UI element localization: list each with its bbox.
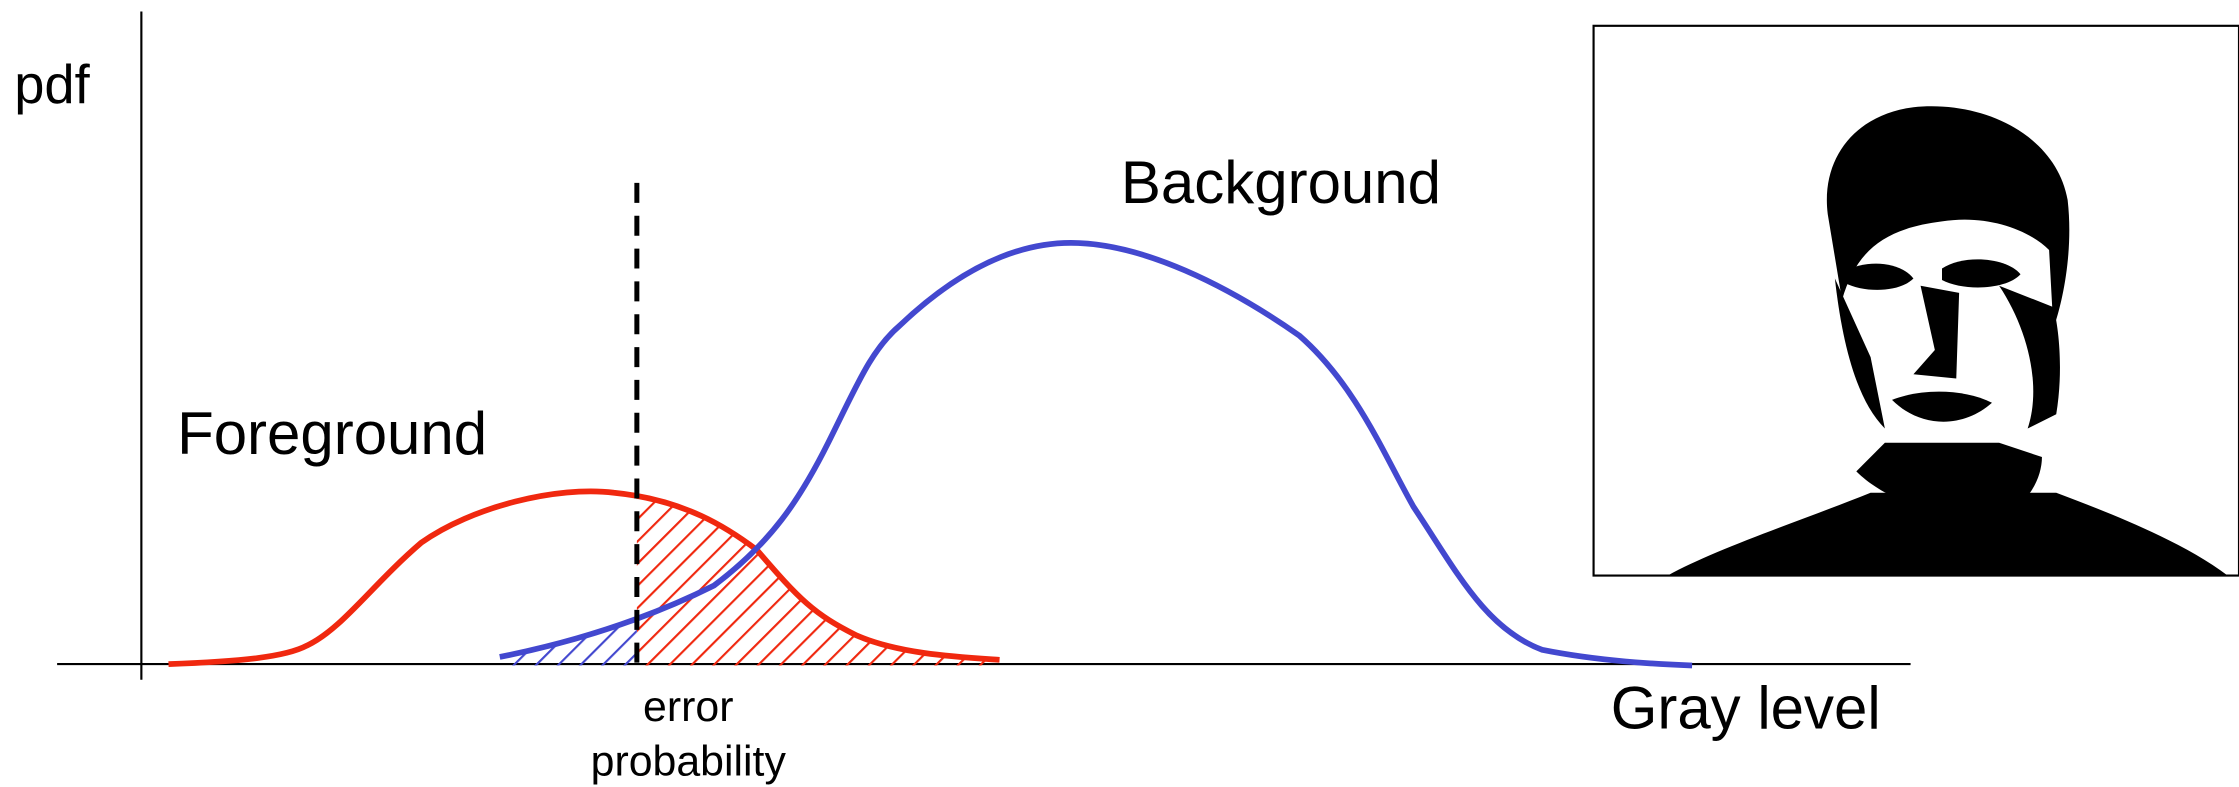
- error-label: error: [643, 683, 733, 731]
- background-curve: [499, 239, 1693, 669]
- x-axis-label: Gray level: [1611, 674, 1881, 741]
- background-label: Background: [1121, 149, 1441, 216]
- foreground-curve: [168, 488, 1000, 667]
- thresholded-image: [1592, 24, 2239, 577]
- background-error-area: [499, 542, 637, 666]
- error-label: probability: [591, 737, 787, 785]
- foreground-label: Foreground: [177, 400, 487, 467]
- y-axis-label: pdf: [14, 55, 90, 115]
- foreground-error-area: [636, 491, 1000, 666]
